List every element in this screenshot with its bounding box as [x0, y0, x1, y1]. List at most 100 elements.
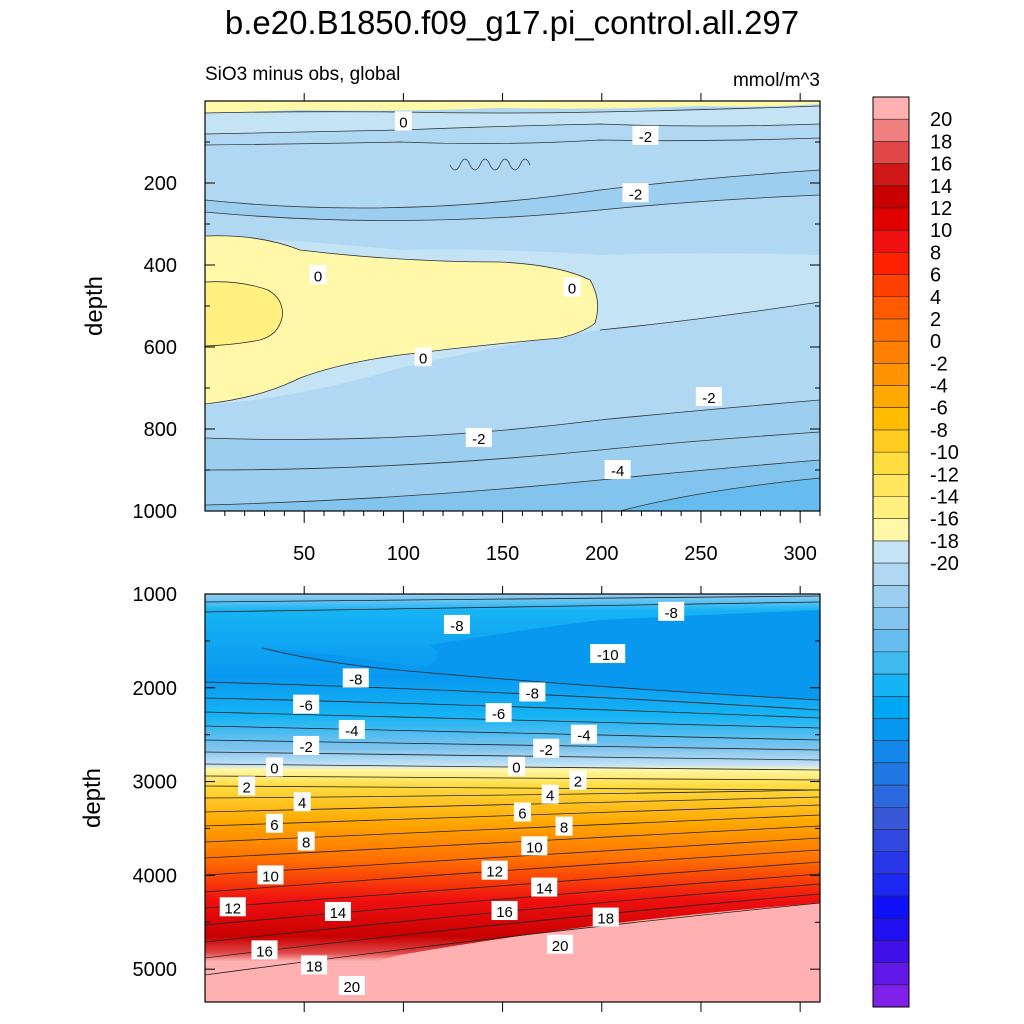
colorbar-swatch: [873, 141, 909, 164]
contour-label: 18: [592, 907, 619, 928]
colorbar-swatch: [873, 385, 909, 409]
contour-label-text: 12: [486, 864, 503, 881]
contour-label: 0: [309, 265, 327, 285]
contour-label-box: [293, 735, 320, 755]
colorbar-swatch: [873, 696, 909, 719]
colorbar-swatch: [873, 407, 909, 431]
contour-label-box: [324, 901, 351, 921]
contour-label-text: 8: [560, 820, 568, 837]
colorbar: 20181614121086420-2-4-6-8-10-12-14-16-18…: [872, 96, 959, 1008]
colorbar-swatch: [873, 563, 909, 586]
contour-label: 8: [555, 816, 573, 837]
contour-label-text: -4: [345, 723, 358, 740]
upper-contour-lines: [205, 105, 820, 511]
contour-label: -4: [570, 724, 597, 745]
colorbar-swatch: [873, 163, 909, 187]
contour-label-box: [293, 792, 311, 812]
contour-label: 10: [257, 865, 284, 885]
colorbar-swatch: [873, 674, 909, 697]
contour-label-box: [563, 277, 581, 297]
lower-y-tick-label: 3000: [133, 772, 178, 794]
colorbar-swatch: [873, 962, 909, 986]
upper-y-tick-label: 800: [144, 419, 177, 441]
contour-label-text: 0: [568, 281, 576, 298]
colorbar-swatch: [873, 452, 909, 475]
contour-label: -8: [443, 614, 470, 635]
upper-x-tick-label: 250: [684, 543, 717, 565]
contour-label: 18: [301, 955, 328, 975]
colorbar-label: -20: [930, 553, 959, 575]
contour-label-box: [338, 976, 365, 996]
colorbar-label: 16: [930, 154, 952, 176]
colorbar-swatch: [873, 496, 909, 520]
colorbar-label: -12: [930, 464, 959, 486]
contour-label-box: [481, 860, 508, 880]
lower-y-tick-label: 2000: [133, 678, 178, 700]
contour-label: -6: [293, 694, 320, 715]
contour-label: -6: [485, 703, 512, 723]
contour-label-text: 0: [314, 268, 322, 285]
contour-label-box: [293, 694, 320, 714]
contour-label: -2: [293, 735, 320, 756]
colorbar-swatch: [873, 896, 909, 919]
contour-label-text: 16: [496, 904, 513, 921]
colorbar-label: -14: [930, 487, 959, 509]
chart-subtitle-units: mmol/m^3: [733, 70, 820, 91]
contour-label-box: [570, 724, 597, 744]
lower-band-min: [262, 610, 820, 700]
colorbar-label: 18: [930, 131, 952, 153]
contour-label: -2: [465, 428, 492, 448]
colorbar-swatch: [873, 252, 909, 275]
contour-label-box: [547, 934, 574, 954]
lower-y-tick-label: 5000: [133, 959, 178, 981]
colorbar-swatch: [873, 940, 909, 963]
contour-label-box: [569, 770, 587, 790]
contour-label-box: [342, 668, 369, 688]
upper-x-tick-label: 100: [387, 543, 420, 565]
contour-label-text: 0: [419, 350, 427, 367]
colorbar-label: 6: [930, 265, 941, 287]
lower-panel: depth -8-8-10-8-8-6 -6-4 -4-2 -20 02 24 466881…: [79, 593, 821, 1003]
contour-label-box: [297, 831, 315, 851]
contour-label: -4: [604, 460, 631, 480]
contour-label-text: -2: [300, 739, 313, 756]
contour-label-text: 4: [298, 795, 306, 812]
upper-y-axis-label: depth: [81, 276, 108, 336]
contour-label-box: [531, 877, 558, 897]
contour-label: 12: [219, 897, 246, 917]
colorbar-label: -10: [930, 442, 959, 464]
contour-label-text: -6: [492, 706, 505, 723]
upper-x-tick-label: 50: [293, 543, 315, 565]
contour-label-box: [251, 940, 278, 960]
colorbar-frame: [872, 96, 910, 1008]
contour-label-box: [622, 183, 649, 203]
contour-label: -10: [590, 644, 626, 664]
contour-label: 0: [414, 347, 432, 367]
colorbar-swatch: [873, 629, 909, 653]
contour-label: 0: [265, 757, 283, 778]
contour-label-box: [257, 865, 284, 885]
lower-y-tick-label: 1000: [133, 584, 178, 606]
contour-label: -2: [695, 387, 722, 407]
colorbar-label: 0: [930, 331, 941, 353]
contour-label: 16: [251, 940, 278, 960]
colorbar-swatch: [873, 518, 909, 542]
contour-label-box: [513, 802, 531, 822]
colorbar-swatch: [873, 984, 909, 1008]
contour-label: 6: [513, 802, 531, 823]
contour-label: 8: [297, 831, 315, 852]
contour-label: -2: [632, 125, 659, 146]
colorbar-swatch: [873, 718, 909, 741]
colorbar-swatch: [873, 230, 909, 253]
contour-label-text: 8: [302, 835, 310, 852]
upper-y-tick-label: 400: [144, 255, 177, 277]
contour-label-text: 6: [270, 817, 278, 834]
contour-label-box: [541, 784, 559, 804]
colorbar-swatch: [873, 807, 909, 830]
colorbar-swatch: [873, 119, 909, 142]
contour-label-box: [443, 614, 470, 634]
contour-label-text: -6: [300, 698, 313, 715]
contour-label-box: [265, 813, 283, 833]
colorbar-label: 20: [930, 109, 952, 131]
